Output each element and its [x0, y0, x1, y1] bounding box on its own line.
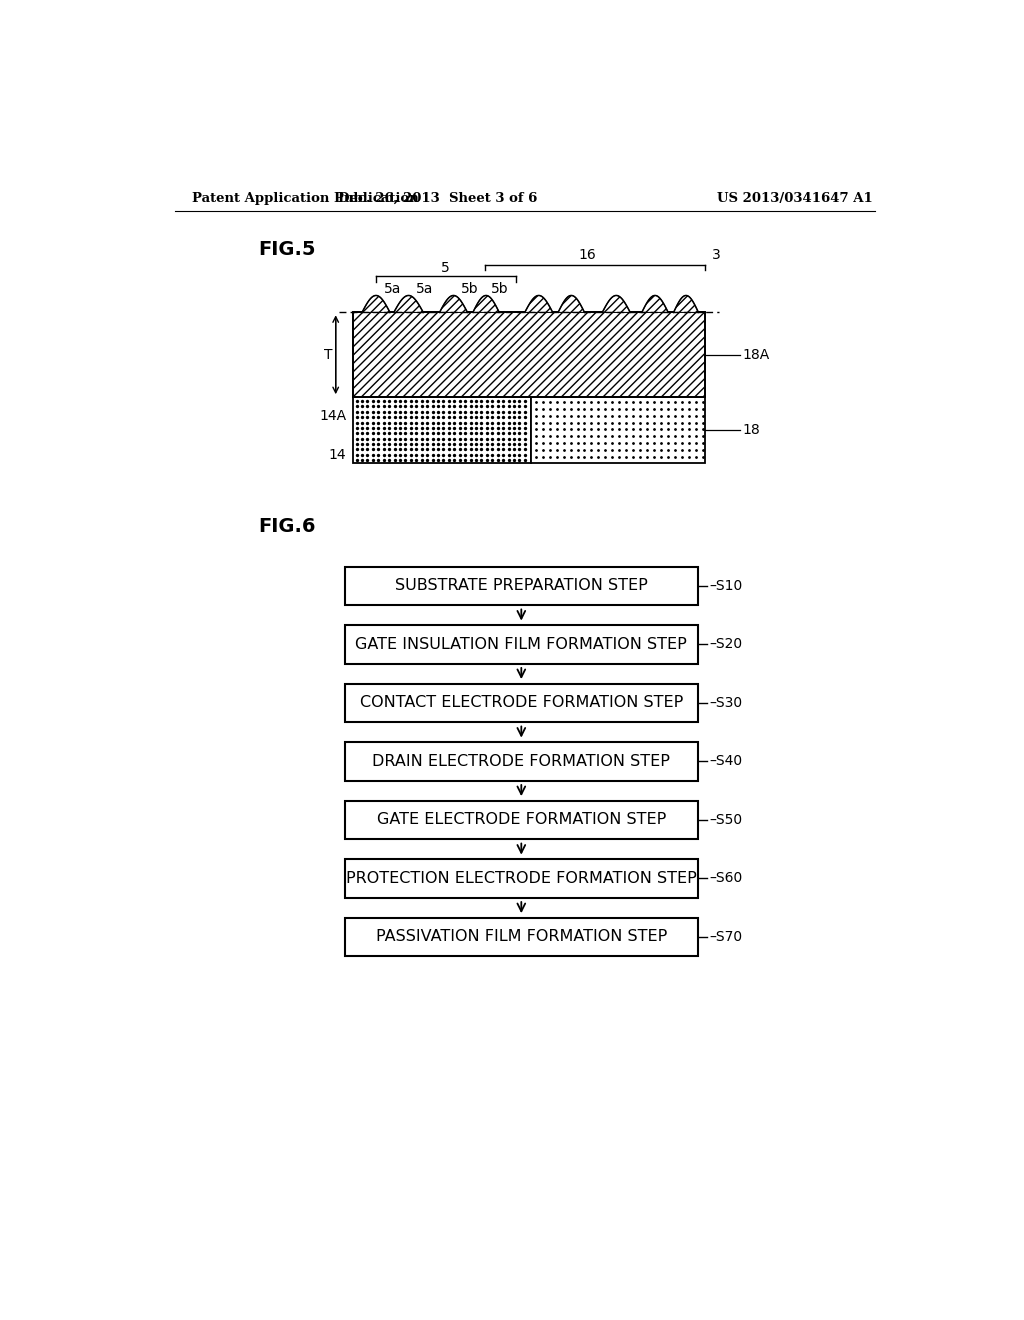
Bar — [345, 917, 697, 956]
Polygon shape — [524, 296, 553, 313]
Text: GATE ELECTRODE FORMATION STEP: GATE ELECTRODE FORMATION STEP — [377, 812, 666, 828]
Text: US 2013/0341647 A1: US 2013/0341647 A1 — [717, 191, 872, 205]
Text: 5a: 5a — [416, 282, 433, 296]
Text: 14A: 14A — [319, 409, 346, 424]
Polygon shape — [602, 296, 630, 313]
Text: –S20: –S20 — [710, 638, 742, 651]
Polygon shape — [558, 296, 585, 313]
Text: PROTECTION ELECTRODE FORMATION STEP: PROTECTION ELECTRODE FORMATION STEP — [346, 871, 696, 886]
Text: T: T — [324, 347, 332, 362]
Text: –S60: –S60 — [710, 871, 742, 886]
Text: 5b: 5b — [461, 282, 478, 296]
Text: Dec. 26, 2013  Sheet 3 of 6: Dec. 26, 2013 Sheet 3 of 6 — [338, 191, 538, 205]
Text: SUBSTRATE PREPARATION STEP: SUBSTRATE PREPARATION STEP — [395, 578, 648, 593]
Text: PASSIVATION FILM FORMATION STEP: PASSIVATION FILM FORMATION STEP — [376, 929, 667, 944]
Bar — [345, 684, 697, 722]
Polygon shape — [439, 296, 467, 313]
Bar — [352, 313, 706, 397]
Text: 18: 18 — [742, 422, 761, 437]
Bar — [345, 800, 697, 840]
Text: –S40: –S40 — [710, 754, 742, 768]
Text: 5: 5 — [441, 261, 451, 275]
Text: 18A: 18A — [742, 347, 770, 362]
Text: –S70: –S70 — [710, 929, 742, 944]
Text: DRAIN ELECTRODE FORMATION STEP: DRAIN ELECTRODE FORMATION STEP — [373, 754, 671, 768]
Polygon shape — [642, 296, 669, 313]
Text: 14: 14 — [329, 447, 346, 462]
Text: –S30: –S30 — [710, 696, 742, 710]
Text: GATE INSULATION FILM FORMATION STEP: GATE INSULATION FILM FORMATION STEP — [355, 636, 687, 652]
Bar — [345, 626, 697, 664]
Text: 3: 3 — [712, 248, 720, 261]
Text: CONTACT ELECTRODE FORMATION STEP: CONTACT ELECTRODE FORMATION STEP — [359, 696, 683, 710]
Text: FIG.5: FIG.5 — [258, 240, 315, 259]
Bar — [345, 859, 697, 898]
Bar — [531, 397, 706, 462]
Text: 16: 16 — [579, 248, 596, 261]
Polygon shape — [362, 296, 390, 313]
Bar — [345, 742, 697, 780]
Text: 5b: 5b — [492, 282, 509, 296]
Bar — [352, 397, 531, 462]
Text: Patent Application Publication: Patent Application Publication — [191, 191, 418, 205]
Polygon shape — [394, 296, 423, 313]
Text: –S50: –S50 — [710, 813, 742, 826]
Polygon shape — [473, 296, 500, 313]
Text: –S10: –S10 — [710, 578, 742, 593]
Text: 5a: 5a — [384, 282, 401, 296]
Bar — [345, 566, 697, 605]
Text: FIG.6: FIG.6 — [258, 517, 315, 536]
Bar — [352, 313, 706, 397]
Polygon shape — [674, 296, 698, 313]
Bar — [352, 313, 706, 397]
